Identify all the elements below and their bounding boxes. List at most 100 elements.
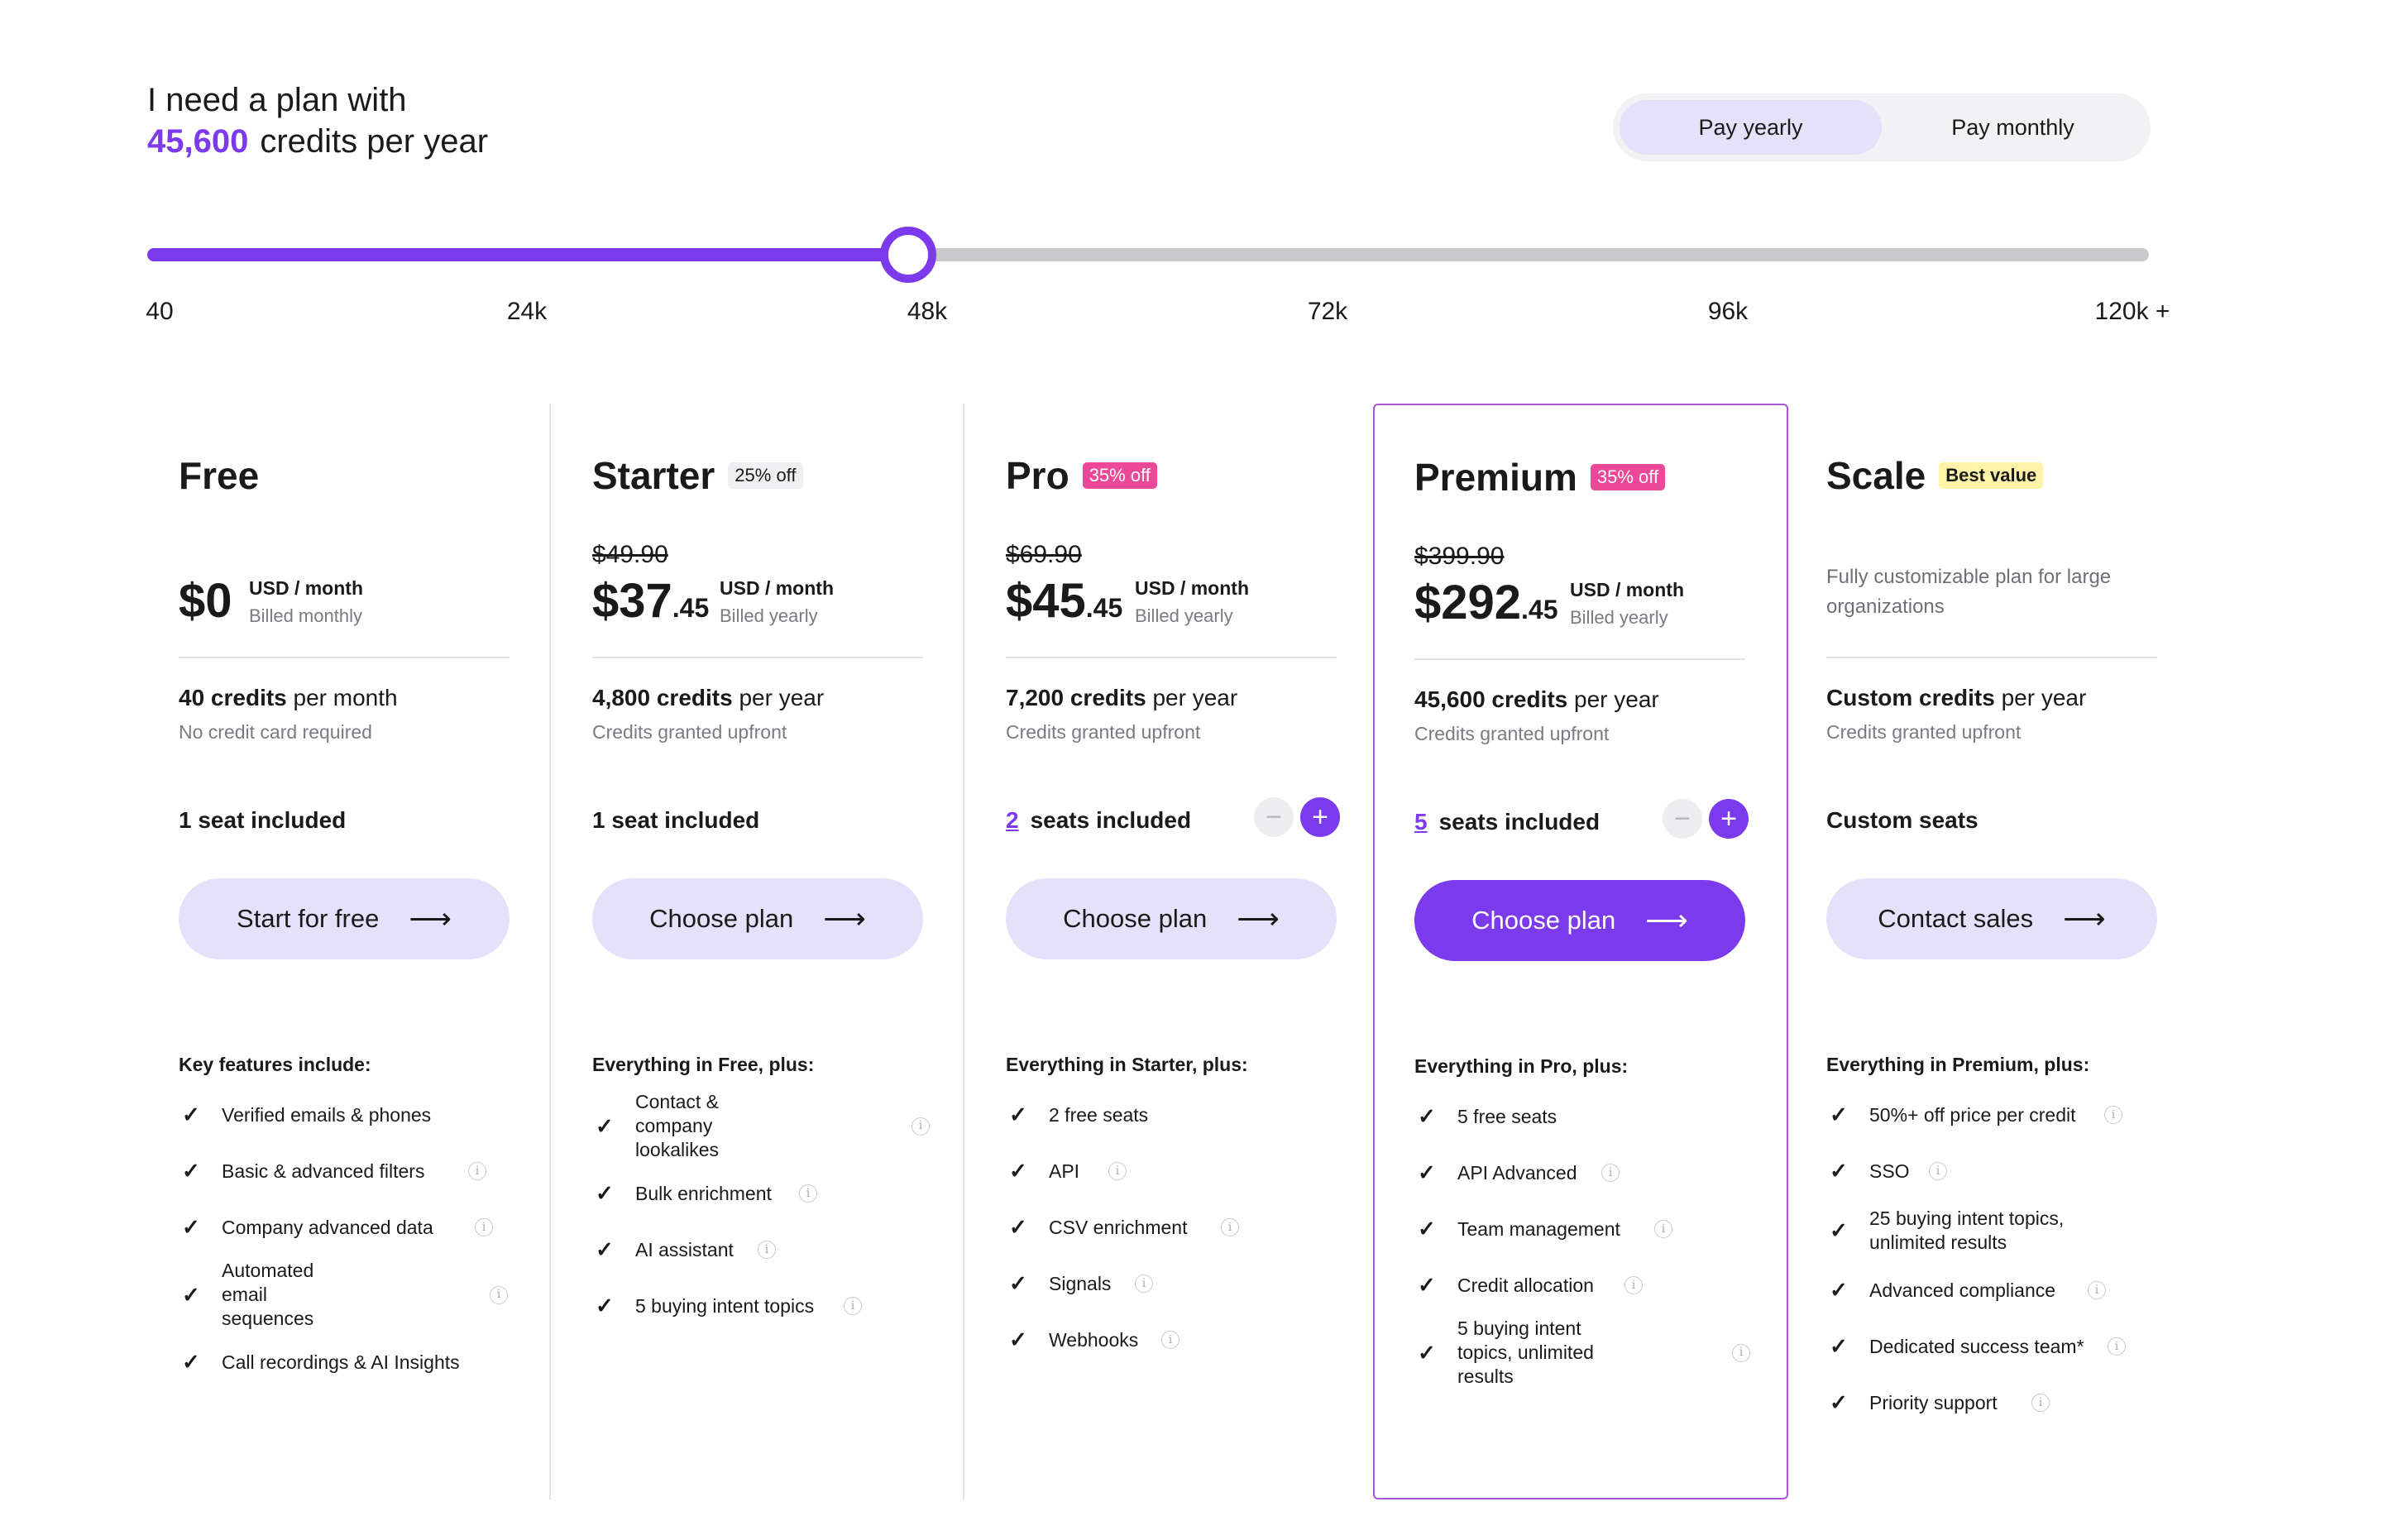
features-title: Key features include: — [179, 1054, 371, 1075]
heading-suffix: credits per year — [260, 123, 489, 160]
seat-stepper: − + — [1663, 799, 1754, 840]
feature-item: ✓ API i — [1006, 1146, 1345, 1196]
credits-amount: 7,200 credits — [1006, 685, 1146, 710]
info-icon[interactable]: i — [1135, 1275, 1153, 1293]
features-title: Everything in Premium, plus: — [1826, 1054, 2090, 1075]
info-icon[interactable]: i — [490, 1285, 508, 1304]
feature-text: Advanced compliance — [1869, 1279, 2056, 1301]
feature-list: ✓ Verified emails & phones ✓ Basic & advan… — [179, 1090, 518, 1394]
price-unit: USD / month — [1135, 577, 1249, 599]
credits-period: per year — [2001, 685, 2087, 710]
feature-text: Contact & company lookalikes — [635, 1091, 719, 1160]
slider-fill — [147, 248, 908, 261]
check-icon: ✓ — [1009, 1270, 1027, 1296]
feature-item: ✓ Verified emails & phones — [179, 1090, 518, 1140]
check-icon: ✓ — [1830, 1333, 1848, 1359]
billing-period: Billed monthly — [249, 605, 362, 626]
plus-icon[interactable]: + — [1709, 799, 1749, 839]
tick-label: 40 — [146, 298, 174, 325]
features-title: Everything in Free, plus: — [592, 1054, 815, 1075]
minus-icon[interactable]: − — [1663, 799, 1702, 839]
billing-period: Billed yearly — [1570, 607, 1668, 628]
seat-count[interactable]: 2 — [1006, 807, 1019, 833]
feature-item: ✓ 5 free seats — [1414, 1092, 1754, 1141]
tick-label: 24k — [506, 298, 548, 325]
seat-stepper: − + — [1254, 797, 1345, 839]
best-value-badge: Best value — [1939, 462, 2044, 489]
selected-credits-value: 45,600 — [147, 123, 249, 160]
plan-name: Free — [179, 453, 259, 498]
feature-text: 2 free seats — [1049, 1103, 1149, 1126]
feature-text: 25 buying intent topics, unlimited resul… — [1869, 1208, 2065, 1253]
plan-card-scale: Scale Best value Fully customizable plan … — [1792, 404, 2205, 1499]
info-icon[interactable]: i — [1654, 1220, 1672, 1238]
feature-text: Team management — [1457, 1217, 1620, 1240]
info-icon[interactable]: i — [1221, 1218, 1239, 1236]
price-cents: .45 — [1521, 595, 1558, 624]
cta-label: Choose plan — [1471, 906, 1616, 935]
feature-list: ✓ 50%+ off price per credit i ✓ SSO i ✓ 25 bu… — [1826, 1090, 2165, 1434]
arrow-right-icon: ⟶ — [2063, 902, 2106, 935]
credits-slider[interactable] — [147, 227, 2149, 283]
info-icon[interactable]: i — [1732, 1343, 1750, 1362]
feature-item: ✓ 2 free seats — [1006, 1090, 1345, 1140]
price-meta: USD / month Billed monthly — [249, 574, 363, 630]
seat-count[interactable]: 5 — [1414, 809, 1428, 835]
cta-label: Choose plan — [1063, 904, 1208, 933]
slider-thumb[interactable] — [879, 227, 936, 283]
info-icon[interactable]: i — [1108, 1162, 1127, 1180]
divider — [179, 657, 510, 658]
credits-amount: 45,600 credits — [1414, 686, 1568, 712]
info-icon[interactable]: i — [475, 1218, 493, 1236]
check-icon: ✓ — [596, 1236, 614, 1262]
feature-item: ✓ Credit allocation i — [1414, 1260, 1754, 1310]
contact-sales-button[interactable]: Contact sales ⟶ — [1826, 878, 2157, 959]
pay-monthly-option[interactable]: Pay monthly — [1951, 114, 2074, 140]
seats-label: Custom seats — [1826, 807, 1979, 833]
feature-item: ✓ 25 buying intent topics, unlimited resu… — [1826, 1203, 2165, 1259]
info-icon[interactable]: i — [2031, 1394, 2050, 1412]
info-icon[interactable]: i — [468, 1162, 486, 1180]
info-icon[interactable]: i — [912, 1117, 930, 1136]
choose-plan-button[interactable]: Choose plan ⟶ — [592, 878, 923, 959]
info-icon[interactable]: i — [1601, 1164, 1620, 1182]
feature-text: Priority support — [1869, 1391, 1998, 1413]
feature-text: 5 buying intent topics, unlimited result… — [1457, 1318, 1594, 1387]
choose-plan-button[interactable]: Choose plan ⟶ — [1006, 878, 1337, 959]
seats-label: 2 seats included — [1006, 807, 1191, 834]
plus-icon[interactable]: + — [1300, 797, 1340, 837]
plan-card-pro: Pro 35% off $69.90 $45.45 USD / month Bil… — [964, 404, 1378, 1499]
discount-badge: 25% off — [728, 462, 803, 489]
check-icon: ✓ — [1418, 1216, 1436, 1241]
info-icon[interactable]: i — [1161, 1331, 1179, 1349]
feature-item: ✓ 5 buying intent topics, unlimited resul… — [1414, 1317, 1754, 1389]
info-icon[interactable]: i — [2088, 1281, 2106, 1299]
feature-item: ✓ Signals i — [1006, 1259, 1345, 1308]
info-icon[interactable]: i — [758, 1241, 776, 1259]
info-icon[interactable]: i — [1929, 1162, 1947, 1180]
info-icon[interactable]: i — [1624, 1276, 1643, 1294]
feature-item: ✓ API Advanced i — [1414, 1148, 1754, 1198]
feature-item: ✓ AI assistant i — [592, 1225, 931, 1275]
info-icon[interactable]: i — [2104, 1106, 2122, 1124]
plan-description: Fully customizable plan for large organi… — [1826, 566, 2112, 618]
heading-line1: I need a plan with — [147, 82, 407, 118]
choose-plan-button[interactable]: Choose plan ⟶ — [1414, 880, 1745, 961]
feature-item: ✓ Call recordings & AI Insights — [179, 1337, 518, 1387]
check-icon: ✓ — [1009, 1158, 1027, 1184]
check-icon: ✓ — [1830, 1389, 1848, 1415]
billing-period: Billed yearly — [1135, 605, 1233, 626]
start-for-free-button[interactable]: Start for free ⟶ — [179, 878, 510, 959]
info-icon[interactable]: i — [844, 1297, 862, 1315]
info-icon[interactable]: i — [799, 1184, 817, 1203]
plan-credits: 45,600 credits per year — [1414, 686, 1659, 713]
cta-label: Choose plan — [649, 904, 794, 933]
plan-price: $0 — [179, 573, 232, 629]
plan-credits: Custom credits per year — [1826, 685, 2086, 711]
check-icon: ✓ — [182, 1214, 200, 1240]
minus-icon[interactable]: − — [1254, 797, 1294, 837]
plan-card-starter: Starter 25% off $49.90 $37.45 USD / month… — [551, 404, 964, 1499]
feature-text: API Advanced — [1457, 1161, 1577, 1184]
info-icon[interactable]: i — [2108, 1337, 2126, 1356]
pay-yearly-option[interactable]: Pay yearly — [1620, 100, 1882, 155]
